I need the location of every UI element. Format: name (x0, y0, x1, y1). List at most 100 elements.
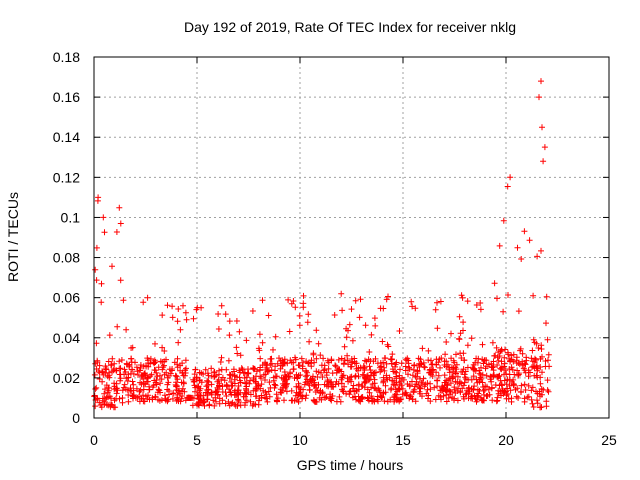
data-point (105, 384, 112, 391)
data-point (338, 290, 345, 297)
data-point (402, 363, 409, 370)
data-point (521, 367, 528, 374)
data-point (99, 369, 106, 376)
data-point (157, 372, 163, 379)
data-point (409, 396, 416, 403)
data-point (383, 296, 390, 303)
data-point (267, 384, 274, 391)
y-tick-label: 0.12 (53, 169, 80, 185)
data-point (306, 382, 313, 389)
data-point (489, 364, 496, 371)
data-point (125, 392, 132, 398)
data-point (490, 363, 497, 370)
x-tick-label: 0 (90, 432, 98, 448)
data-point (272, 382, 279, 389)
data-point (236, 328, 243, 335)
data-point (265, 388, 272, 395)
data-point (239, 366, 246, 373)
data-point (465, 376, 472, 383)
data-point (116, 371, 123, 378)
data-point (501, 371, 507, 378)
data-point (545, 388, 552, 395)
data-point (464, 342, 471, 349)
data-point (141, 371, 148, 377)
data-point (204, 382, 211, 388)
data-point (515, 308, 522, 315)
data-point (479, 341, 486, 348)
data-point (235, 397, 242, 404)
data-point (417, 356, 424, 363)
data-point (145, 360, 152, 366)
data-point (409, 372, 416, 379)
data-point (222, 400, 229, 407)
data-point (419, 393, 425, 400)
data-point (540, 158, 547, 165)
data-point (541, 144, 548, 151)
data-point (473, 302, 480, 308)
data-point (367, 367, 374, 373)
data-point (363, 358, 370, 365)
data-point (155, 386, 162, 393)
data-point (420, 359, 427, 366)
data-point (113, 390, 120, 397)
data-point (189, 402, 196, 409)
data-point (505, 292, 511, 298)
data-point (211, 402, 218, 409)
data-point (477, 394, 484, 401)
data-point (339, 307, 346, 314)
data-point (366, 376, 373, 383)
data-point (489, 339, 496, 346)
data-point (522, 361, 529, 368)
data-point (480, 360, 487, 367)
data-point (217, 359, 224, 365)
data-point (442, 379, 449, 386)
data-point (412, 398, 419, 405)
data-point (111, 397, 118, 404)
data-point (293, 383, 300, 390)
data-point (164, 374, 171, 381)
data-point (208, 365, 215, 372)
data-point (346, 321, 353, 328)
data-point (152, 340, 158, 347)
data-point (147, 355, 154, 362)
data-point (170, 390, 177, 397)
data-point (222, 311, 229, 318)
data-point (103, 394, 110, 401)
data-point (352, 393, 358, 400)
data-point (521, 381, 528, 388)
data-point (441, 372, 448, 379)
data-point (471, 392, 478, 399)
data-point (536, 94, 542, 101)
data-point (521, 395, 528, 402)
data-point (443, 388, 450, 395)
data-point (218, 354, 225, 361)
data-point (449, 373, 455, 380)
data-point (295, 362, 302, 369)
data-point (504, 349, 511, 356)
data-point (101, 229, 108, 236)
data-point (491, 280, 498, 287)
data-point (253, 393, 260, 400)
data-point (164, 396, 171, 403)
data-point (373, 386, 380, 393)
data-point (448, 330, 454, 337)
data-point (96, 362, 103, 369)
data-point (117, 375, 124, 382)
data-point (372, 322, 379, 329)
data-point (356, 314, 363, 321)
data-point (366, 349, 373, 355)
data-point (425, 357, 432, 364)
data-point (183, 316, 190, 323)
data-point (498, 358, 505, 365)
data-point (121, 381, 128, 388)
data-point (237, 352, 244, 359)
data-point (258, 381, 265, 388)
data-point (355, 373, 362, 380)
data-point (537, 380, 544, 387)
data-point (274, 395, 281, 402)
data-point (219, 383, 226, 390)
data-point (460, 319, 467, 326)
data-point (398, 360, 405, 367)
data-point (117, 277, 124, 284)
